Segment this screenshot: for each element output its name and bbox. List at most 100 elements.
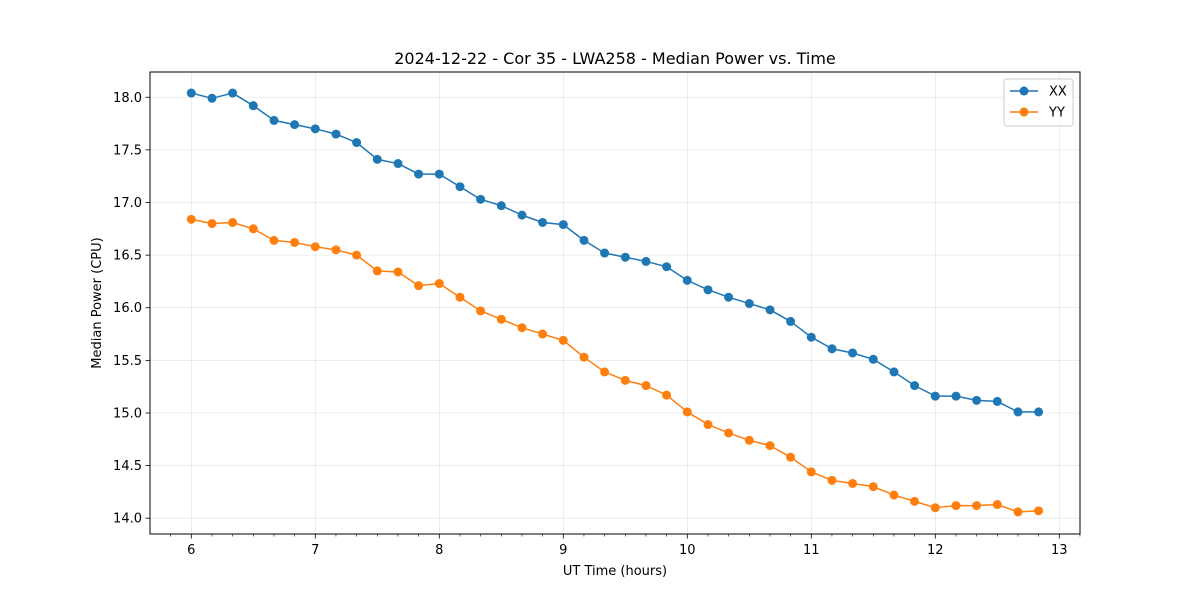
- y-tick-label: 16.5: [113, 249, 142, 264]
- data-point-xx: [517, 210, 527, 220]
- legend-marker-xx: [1019, 86, 1029, 96]
- data-point-yy: [827, 475, 837, 485]
- x-tick-label: 8: [435, 543, 443, 558]
- data-point-yy: [868, 482, 878, 492]
- data-point-xx: [910, 381, 920, 391]
- data-point-yy: [290, 237, 300, 247]
- data-point-yy: [269, 235, 279, 245]
- data-point-yy: [951, 501, 961, 511]
- data-point-yy: [434, 279, 444, 289]
- data-point-xx: [331, 129, 341, 139]
- data-point-xx: [889, 367, 899, 377]
- data-point-yy: [662, 390, 672, 400]
- x-axis-ticks: 6 7 8 9 10 11 12 13: [170, 534, 1081, 558]
- data-point-xx: [352, 138, 362, 148]
- data-point-xx: [579, 235, 589, 245]
- data-point-xx: [786, 316, 796, 326]
- data-point-xx: [703, 285, 713, 295]
- data-point-xx: [186, 88, 196, 98]
- x-axis-label: UT Time (hours): [563, 564, 667, 579]
- legend-marker-yy: [1019, 107, 1029, 117]
- legend-label-xx: XX: [1049, 85, 1067, 100]
- data-point-xx: [951, 391, 961, 401]
- data-point-yy: [620, 375, 630, 385]
- chart-title: 2024-12-22 - Cor 35 - LWA258 - Median Po…: [394, 49, 836, 68]
- data-point-yy: [848, 478, 858, 488]
- y-axis-label: Median Power (CPU): [90, 237, 105, 368]
- data-point-yy: [786, 452, 796, 462]
- data-point-yy: [744, 435, 754, 445]
- data-point-yy: [992, 500, 1002, 510]
- data-point-yy: [248, 224, 258, 234]
- data-point-xx: [476, 194, 486, 204]
- data-point-yy: [352, 250, 362, 260]
- data-point-xx: [269, 115, 279, 125]
- data-point-xx: [848, 348, 858, 358]
- data-point-xx: [744, 299, 754, 309]
- data-point-xx: [620, 252, 630, 262]
- legend-label-yy: YY: [1048, 106, 1065, 121]
- data-point-yy: [207, 219, 217, 229]
- data-point-yy: [910, 496, 920, 506]
- data-point-xx: [724, 292, 734, 302]
- data-point-xx: [1034, 407, 1044, 417]
- data-point-xx: [972, 395, 982, 405]
- plot-area: [150, 72, 1080, 534]
- y-tick-label: 14.0: [113, 512, 142, 527]
- data-point-xx: [434, 169, 444, 179]
- y-tick-label: 16.0: [113, 301, 142, 316]
- data-point-yy: [724, 428, 734, 438]
- data-point-xx: [496, 201, 506, 211]
- data-point-yy: [765, 441, 775, 451]
- data-point-xx: [228, 88, 238, 98]
- data-point-xx: [248, 101, 258, 111]
- data-point-yy: [538, 329, 548, 339]
- x-tick-label: 6: [187, 543, 195, 558]
- data-point-yy: [331, 245, 341, 255]
- x-tick-label: 13: [1051, 543, 1068, 558]
- data-point-xx: [992, 396, 1002, 406]
- data-point-xx: [290, 120, 300, 130]
- data-point-xx: [393, 159, 403, 169]
- data-point-yy: [517, 323, 527, 333]
- data-point-yy: [496, 314, 506, 324]
- y-tick-label: 17.0: [113, 196, 142, 211]
- data-point-yy: [414, 281, 424, 291]
- data-point-xx: [868, 354, 878, 364]
- legend: XX YY: [1003, 78, 1074, 127]
- x-tick-label: 9: [559, 543, 567, 558]
- data-point-xx: [765, 305, 775, 315]
- plot-frame: [149, 71, 1081, 535]
- data-point-yy: [476, 306, 486, 316]
- data-point-yy: [682, 407, 692, 417]
- data-point-yy: [579, 352, 589, 362]
- series-yy: [186, 214, 1044, 517]
- series-xx: [186, 88, 1044, 417]
- data-point-yy: [641, 381, 651, 391]
- x-tick-label: 12: [927, 543, 944, 558]
- x-tick-label: 7: [311, 543, 319, 558]
- x-tick-label: 10: [679, 543, 696, 558]
- data-point-xx: [1013, 407, 1023, 417]
- y-tick-label: 14.5: [113, 459, 142, 474]
- data-point-xx: [207, 93, 217, 103]
- data-point-xx: [806, 332, 816, 342]
- data-point-yy: [455, 292, 465, 302]
- data-point-xx: [455, 182, 465, 192]
- data-point-yy: [310, 242, 320, 252]
- data-point-yy: [393, 267, 403, 277]
- data-point-xx: [414, 169, 424, 179]
- data-point-xx: [558, 220, 568, 230]
- data-point-xx: [682, 275, 692, 285]
- y-axis-ticks: 14.0 14.5 15.0 15.5 16.0 16.5 17.0 17.5 18.0: [113, 91, 150, 527]
- x-tick-label: 11: [803, 543, 820, 558]
- data-point-xx: [600, 248, 610, 258]
- data-point-xx: [930, 391, 940, 401]
- series-layer: [186, 88, 1044, 517]
- data-point-xx: [827, 344, 837, 354]
- y-tick-label: 15.0: [113, 406, 142, 421]
- data-point-xx: [310, 124, 320, 134]
- data-point-yy: [372, 266, 382, 276]
- data-point-yy: [972, 501, 982, 511]
